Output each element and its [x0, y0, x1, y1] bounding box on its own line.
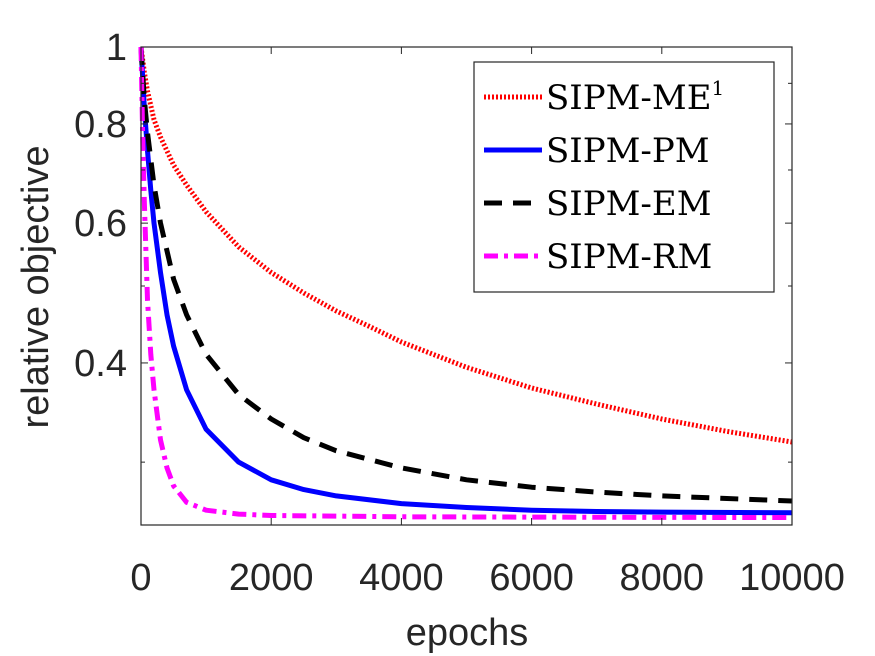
- x-tick-label: 10000: [739, 557, 845, 599]
- y-tick-label: 0.8: [74, 104, 127, 146]
- x-tick-label: 4000: [359, 557, 444, 599]
- series-line-sipm-pm: [138, 46, 793, 516]
- series-line-sipm-me: [138, 46, 793, 445]
- x-axis-label: epochs: [406, 612, 529, 654]
- y-tick-label: 0.4: [74, 343, 127, 385]
- legend-label: SIPM-PM: [546, 131, 710, 171]
- x-tick-label: 2000: [229, 557, 314, 599]
- x-tick-label: 6000: [489, 557, 574, 599]
- y-tick-label: 0.6: [74, 203, 127, 245]
- y-tick-label: 1: [106, 27, 127, 69]
- legend-label: SIPM-ME1: [546, 76, 724, 118]
- x-tick-label: 0: [130, 557, 151, 599]
- x-tick-label: 8000: [620, 557, 705, 599]
- series-line-sipm-em: [138, 46, 793, 504]
- legend-label: SIPM-EM: [546, 184, 712, 224]
- series-line-sipm-rm: [138, 46, 793, 520]
- x-axis-ticks: 0 2000 4000 6000 8000 10000: [130, 47, 845, 599]
- y-axis-label: relative objective: [15, 145, 57, 428]
- legend-label: SIPM-RM: [546, 237, 712, 277]
- series-layer: [138, 46, 793, 520]
- y-axis-ticks: 0.4 0.6 0.8 1: [74, 27, 792, 463]
- legend: SIPM-ME1 SIPM-PM SIPM-EM SIPM-RM: [473, 61, 775, 293]
- legend-label-superscript: 1: [712, 76, 725, 100]
